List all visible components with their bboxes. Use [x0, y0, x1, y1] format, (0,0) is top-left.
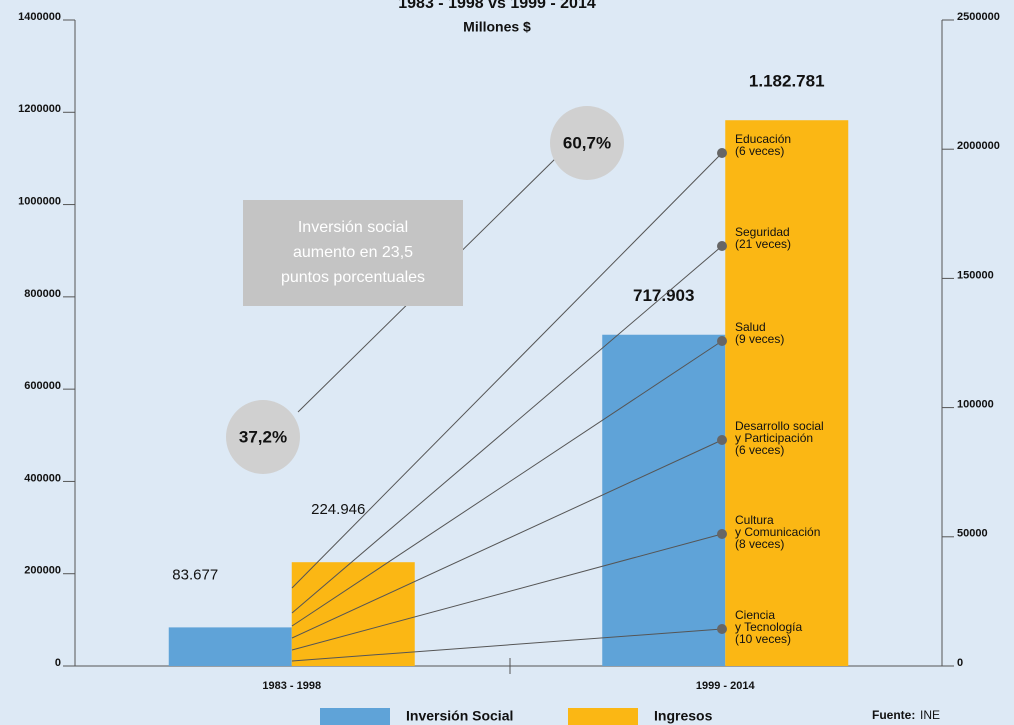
- sector-label: Cultura: [735, 513, 774, 527]
- sector-line: [291, 245, 723, 614]
- y2-tick-label: 100000: [957, 399, 994, 411]
- annotation-text: puntos porcentuales: [281, 269, 425, 286]
- y2-tick-label: 150000: [957, 269, 994, 281]
- chart-subtitle: Millones $: [463, 19, 531, 35]
- sector-label: (9 veces): [735, 332, 784, 346]
- sector-label: (6 veces): [735, 144, 784, 158]
- y2-tick-label: 50000: [957, 528, 988, 540]
- sector-dot: [717, 241, 727, 251]
- y-tick-label: 0: [55, 657, 61, 669]
- x-tick-label: 1999 - 2014: [696, 680, 756, 692]
- y2-tick-label: 0: [957, 657, 963, 669]
- x-tick-label: 1983 - 1998: [262, 680, 321, 692]
- annotation-box: [243, 200, 463, 306]
- sector-dot: [717, 148, 727, 158]
- sector-label: y Tecnología: [735, 620, 802, 634]
- value-label: 1.182.781: [749, 72, 825, 91]
- y-tick-label: 200000: [24, 565, 61, 577]
- y2-tick-label: 2500000: [957, 11, 1000, 23]
- share-circle: [550, 106, 624, 180]
- chart-title: 1983 - 1998 vs 1999 - 2014: [398, 0, 596, 12]
- sector-label: Ciencia: [735, 608, 775, 622]
- sector-label: (21 veces): [735, 237, 791, 251]
- bar: [291, 562, 415, 666]
- sector-label: (8 veces): [735, 537, 784, 551]
- sector-label: Seguridad: [735, 225, 790, 239]
- sector-dot: [717, 336, 727, 346]
- bar: [725, 120, 849, 666]
- sector-label: Educación: [735, 132, 791, 146]
- legend-swatch: [568, 708, 638, 725]
- y-tick-label: 800000: [24, 288, 61, 300]
- y-tick-label: 1400000: [18, 11, 61, 23]
- source: INE: [920, 708, 940, 722]
- share-circle: [226, 400, 300, 474]
- y2-tick-label: 2000000: [957, 140, 1000, 152]
- legend-label: Ingresos: [654, 708, 713, 724]
- sector-line: [291, 152, 723, 589]
- value-label: 224.946: [311, 501, 365, 518]
- source-label: Fuente:: [872, 708, 915, 722]
- sector-label: Desarrollo social: [735, 419, 824, 433]
- bar: [602, 334, 726, 666]
- sector-label: (10 veces): [735, 632, 791, 646]
- sector-dot: [717, 529, 727, 539]
- sector-label: y Participación: [735, 431, 813, 445]
- annotation-text: aumento en 23,5: [293, 244, 413, 261]
- sector-line: [291, 628, 723, 662]
- sector-label: Salud: [735, 320, 766, 334]
- legend-label: Inversión Social: [406, 708, 513, 724]
- value-label: 83.677: [172, 566, 218, 583]
- y-tick-label: 1000000: [18, 195, 61, 207]
- sector-dot: [717, 435, 727, 445]
- sector-line: [291, 340, 723, 627]
- sector-line: [291, 533, 723, 651]
- annotation-text: Inversión social: [298, 219, 408, 236]
- y-tick-label: 600000: [24, 380, 61, 392]
- sector-label: (6 veces): [735, 443, 784, 457]
- legend-swatch: [320, 708, 390, 725]
- sector-label: y Comunicación: [735, 525, 820, 539]
- sector-dot: [717, 624, 727, 634]
- share-label: 37,2%: [239, 427, 287, 446]
- y-tick-label: 1200000: [18, 103, 61, 115]
- share-label: 60,7%: [563, 133, 611, 152]
- bar: [168, 627, 292, 666]
- y-tick-label: 400000: [24, 472, 61, 484]
- sector-line: [291, 439, 723, 639]
